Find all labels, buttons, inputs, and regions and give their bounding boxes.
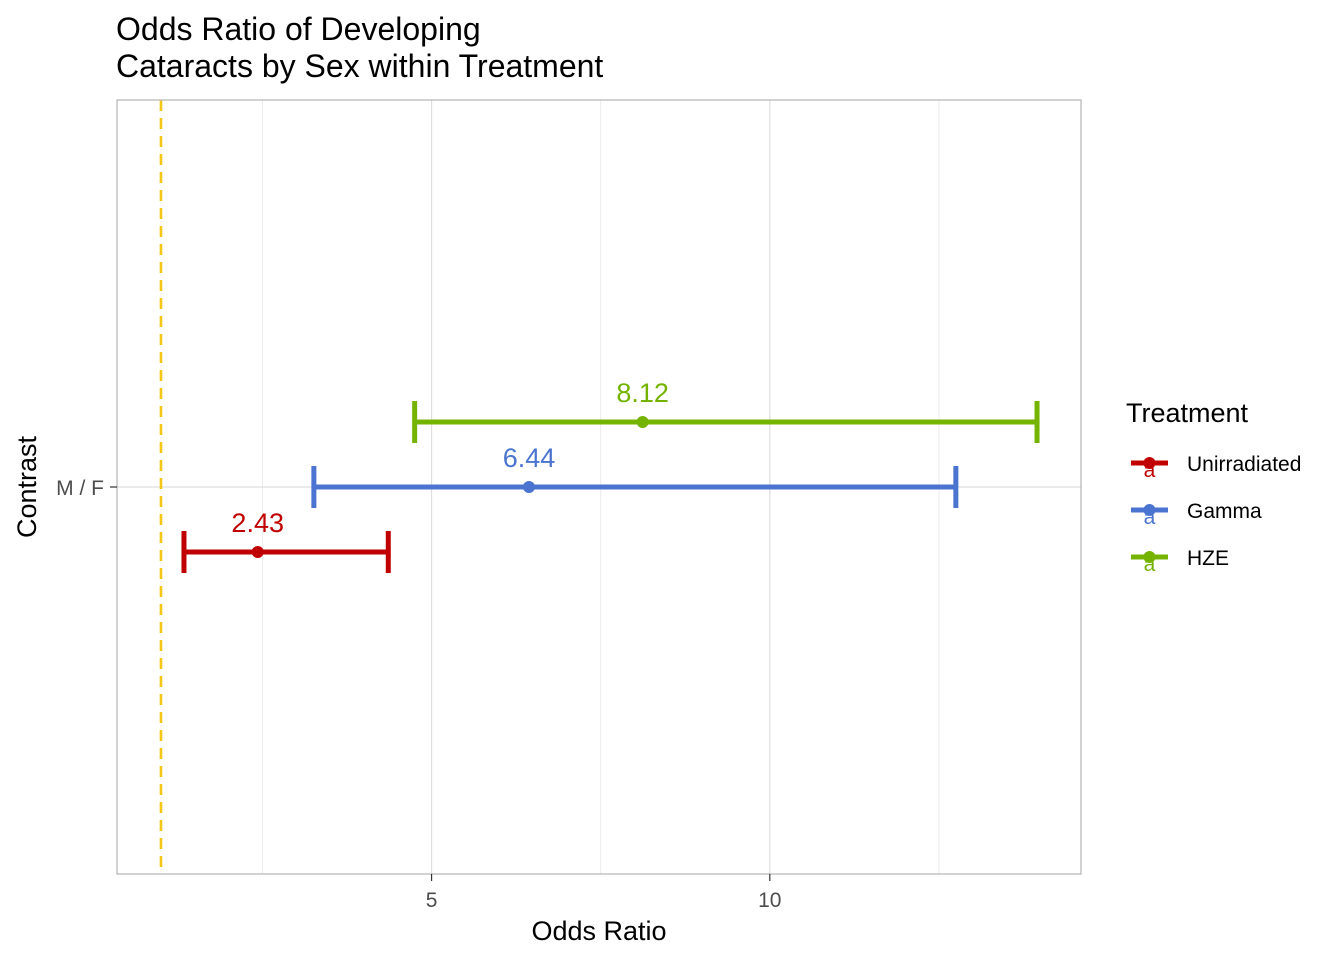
legend-key-glyph-unirradiated: a: [1144, 459, 1156, 482]
y-axis-ticks: M / F: [56, 477, 117, 500]
chart-title-line-2: Cataracts by Sex within Treatment: [116, 48, 603, 84]
legend-item-hze: a HZE: [1131, 547, 1229, 576]
x-axis-ticks: 5 10: [426, 874, 781, 912]
data-label-unirradiated: 2.43: [231, 508, 284, 538]
legend-item-unirradiated: a Unirradiated: [1131, 453, 1301, 482]
legend-key-point-gamma: [1143, 504, 1156, 516]
point-estimate-hze: [636, 416, 649, 428]
point-estimate-unirradiated: [251, 546, 264, 558]
error-bars: 2.43 6.44 8.12: [181, 378, 1040, 573]
errorbar-hze: 8.12: [412, 378, 1040, 443]
legend-title: Treatment: [1126, 398, 1249, 428]
errorbar-gamma: 6.44: [311, 443, 959, 508]
legend-item-gamma: a Gamma: [1131, 500, 1262, 529]
errorbar-unirradiated: 2.43: [181, 508, 391, 573]
legend-label-unirradiated: Unirradiated: [1187, 453, 1301, 476]
chart-title-line-1: Odds Ratio of Developing: [116, 11, 481, 47]
legend-key-point-hze: [1143, 551, 1156, 563]
point-estimate-gamma: [522, 481, 535, 493]
legend-key-glyph-hze: a: [1144, 553, 1156, 576]
legend: Treatment a Unirradiated a Gamma a HZE: [1126, 398, 1301, 576]
x-tick-label-1: 10: [758, 889, 781, 912]
legend-key-point-unirradiated: [1143, 457, 1156, 469]
legend-label-hze: HZE: [1187, 547, 1229, 570]
x-tick-label-0: 5: [426, 889, 438, 912]
x-axis-title: Odds Ratio: [531, 916, 666, 946]
y-tick-label-0: M / F: [56, 477, 104, 500]
legend-key-glyph-gamma: a: [1144, 506, 1156, 529]
y-axis-title: Contrast: [12, 435, 42, 538]
legend-label-gamma: Gamma: [1187, 500, 1262, 523]
data-label-hze: 8.12: [616, 378, 669, 408]
data-label-gamma: 6.44: [503, 443, 556, 473]
